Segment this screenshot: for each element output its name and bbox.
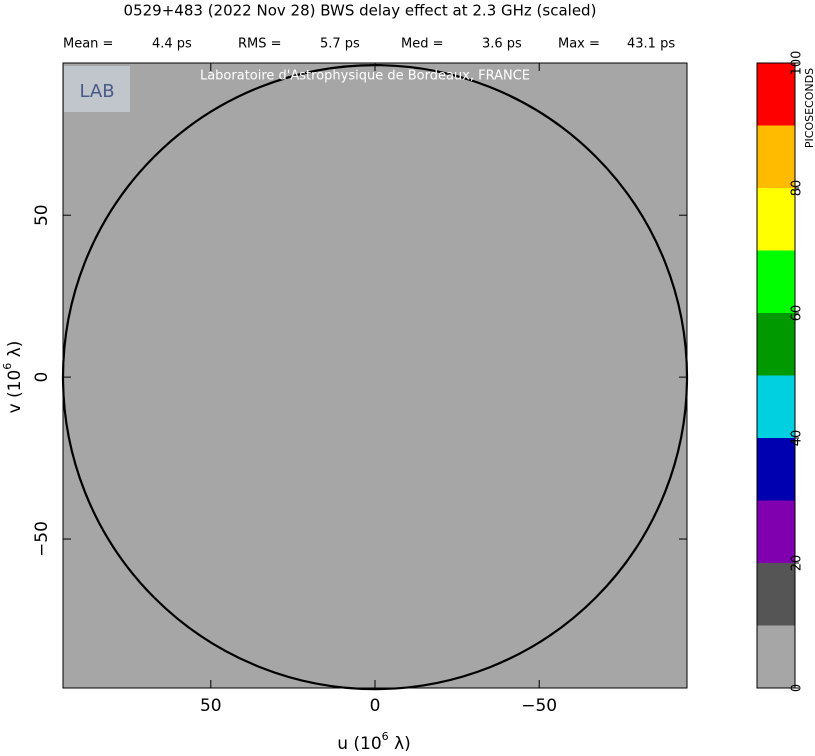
ylabel-unit: λ) [5,341,25,363]
colorbar-bin [757,625,795,688]
colorbar-tick-label: 80 [790,180,805,197]
colorbar-bin [757,375,795,438]
colorbar-tick-label: 20 [790,555,805,572]
stat-value: 3.6 ps [482,37,522,52]
stat-label: Max = [558,37,600,52]
ylabel-text: v (10 [5,370,25,414]
x-tick-label: 0 [370,696,381,716]
plot-area [63,63,687,688]
y-tick-label: 0 [32,372,52,383]
colorbar-bin [757,563,795,626]
colorbar-bin [757,125,795,188]
logo-box [64,66,130,112]
colorbar-tick-label: 100 [790,51,805,76]
stat-label: Mean = [63,37,113,52]
stat-label: RMS = [238,37,282,52]
x-tick-label: 50 [200,696,222,716]
xlabel: u (106 λ) [337,730,411,754]
watermark: Laboratoire d'Astrophysique de Bordeaux,… [200,69,530,84]
colorbar-tick-label: 0 [790,684,805,692]
stat-value: 43.1 ps [627,37,675,52]
colorbar-bin [757,313,795,376]
colorbar-bin [757,500,795,563]
xlabel-unit: λ) [389,734,411,754]
xlabel-exp: 6 [382,730,389,743]
colorbar-bin [757,63,795,126]
colorbar-bin [757,250,795,313]
stat-value: 5.7 ps [320,37,360,52]
colorbar-tick-label: 40 [790,430,805,447]
colorbar-bin [757,438,795,501]
chart-title: 0529+483 (2022 Nov 28) BWS delay effect … [124,2,597,20]
colorbar-frame [756,62,796,689]
colorbar-label: PICOSECONDS [803,68,815,148]
stat-value: 4.4 ps [152,37,192,52]
colorbar-tick-label: 60 [790,305,805,322]
ylabel: v (106 λ) [1,341,25,414]
colorbar-bin [757,188,795,251]
stat-label: Med = [401,37,444,52]
logo: LAB [79,81,114,102]
ylabel-exp: 6 [1,363,14,370]
x-tick-label: −50 [521,696,557,716]
y-tick-label: −50 [32,521,52,557]
xlabel-text: u (10 [337,734,381,754]
y-tick-label: 50 [32,204,52,226]
